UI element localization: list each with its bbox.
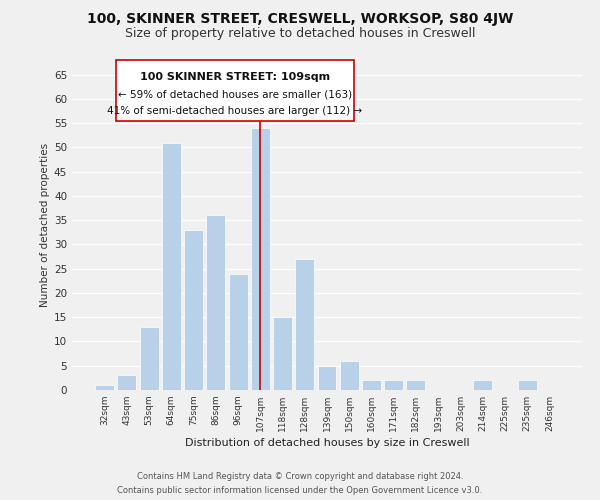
Text: 41% of semi-detached houses are larger (112) →: 41% of semi-detached houses are larger (… (107, 106, 362, 116)
Text: Size of property relative to detached houses in Creswell: Size of property relative to detached ho… (125, 28, 475, 40)
Bar (206, 216, 225, 390)
Y-axis label: Number of detached properties: Number of detached properties (40, 143, 50, 307)
Bar (251, 128, 270, 390)
Bar (118, 376, 136, 390)
Text: 100, SKINNER STREET, CRESWELL, WORKSOP, S80 4JW: 100, SKINNER STREET, CRESWELL, WORKSOP, … (87, 12, 513, 26)
Text: 100 SKINNER STREET: 109sqm: 100 SKINNER STREET: 109sqm (140, 72, 330, 82)
Bar (473, 380, 492, 390)
Bar (340, 361, 359, 390)
Bar (273, 317, 292, 390)
Bar (317, 366, 337, 390)
Bar (295, 259, 314, 390)
Text: ← 59% of detached houses are smaller (163): ← 59% of detached houses are smaller (16… (118, 90, 352, 100)
Bar (518, 380, 536, 390)
Bar (229, 274, 248, 390)
Text: Contains HM Land Registry data © Crown copyright and database right 2024.: Contains HM Land Registry data © Crown c… (137, 472, 463, 481)
X-axis label: Distribution of detached houses by size in Creswell: Distribution of detached houses by size … (185, 438, 469, 448)
Bar (362, 380, 381, 390)
Bar (406, 380, 425, 390)
Bar (140, 327, 158, 390)
Bar (184, 230, 203, 390)
Bar (162, 142, 181, 390)
Bar (384, 380, 403, 390)
Text: Contains public sector information licensed under the Open Government Licence v3: Contains public sector information licen… (118, 486, 482, 495)
Bar (95, 385, 114, 390)
Bar (116, 60, 353, 120)
